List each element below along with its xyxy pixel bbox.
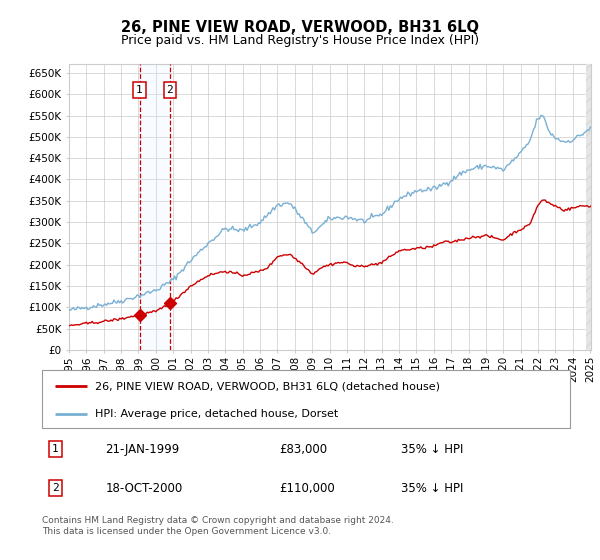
Text: 26, PINE VIEW ROAD, VERWOOD, BH31 6LQ (detached house): 26, PINE VIEW ROAD, VERWOOD, BH31 6LQ (d… (95, 381, 440, 391)
Text: £110,000: £110,000 (280, 482, 335, 494)
Text: 2: 2 (166, 85, 173, 95)
Bar (586, 64, 591, 350)
Bar (586, 64, 591, 350)
Text: 21-JAN-1999: 21-JAN-1999 (106, 442, 179, 456)
Text: 18-OCT-2000: 18-OCT-2000 (106, 482, 182, 494)
Text: Price paid vs. HM Land Registry's House Price Index (HPI): Price paid vs. HM Land Registry's House … (121, 34, 479, 46)
Text: 1: 1 (52, 444, 59, 454)
Text: Contains HM Land Registry data © Crown copyright and database right 2024.
This d: Contains HM Land Registry data © Crown c… (42, 516, 394, 536)
Text: HPI: Average price, detached house, Dorset: HPI: Average price, detached house, Dors… (95, 409, 338, 419)
Text: 26, PINE VIEW ROAD, VERWOOD, BH31 6LQ: 26, PINE VIEW ROAD, VERWOOD, BH31 6LQ (121, 20, 479, 35)
Text: £83,000: £83,000 (280, 442, 328, 456)
Text: 1: 1 (136, 85, 143, 95)
Text: 35% ↓ HPI: 35% ↓ HPI (401, 482, 463, 494)
Bar (140, 64, 170, 350)
Text: 2: 2 (52, 483, 59, 493)
Text: 35% ↓ HPI: 35% ↓ HPI (401, 442, 463, 456)
FancyBboxPatch shape (42, 370, 570, 428)
